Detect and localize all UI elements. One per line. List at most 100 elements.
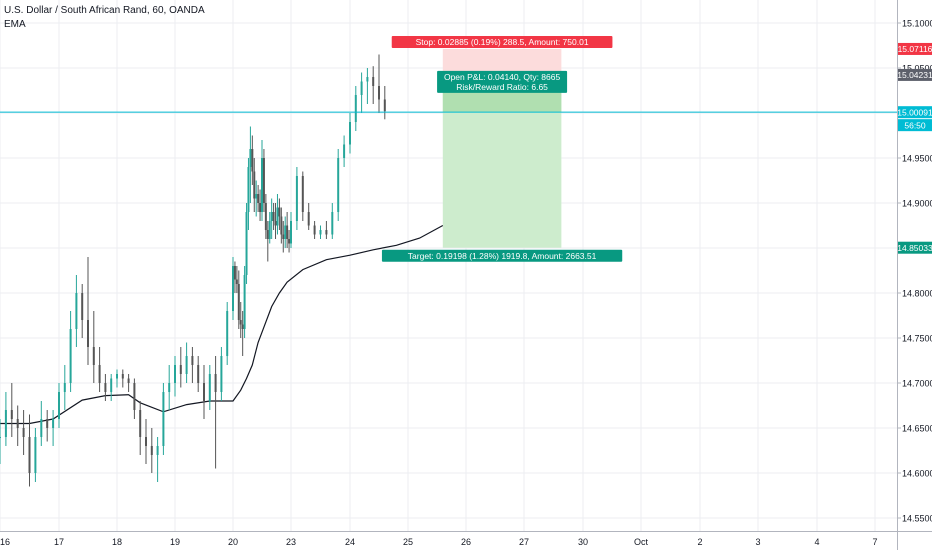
candle-body xyxy=(282,234,285,239)
candle xyxy=(331,203,334,239)
target-label[interactable]: Target: 0.19198 (1.28%) 1919.8, Amount: … xyxy=(381,249,623,262)
candle xyxy=(4,392,7,446)
candle-body xyxy=(239,320,242,325)
price-label-stop[interactable]: 15.07116 xyxy=(898,42,932,55)
candle xyxy=(378,54,380,113)
candle-body xyxy=(307,212,310,226)
candle-body xyxy=(280,216,283,235)
candle xyxy=(0,419,1,464)
price-label-bg xyxy=(898,68,932,81)
candle xyxy=(261,140,263,221)
target-label-text: Target: 0.19198 (1.28%) 1919.8, Amount: … xyxy=(408,251,597,261)
candle xyxy=(349,113,351,154)
candle-body xyxy=(349,122,351,145)
candle xyxy=(278,198,281,230)
candle-body xyxy=(288,239,291,244)
candle xyxy=(307,203,310,230)
candle xyxy=(264,194,267,239)
candle-body xyxy=(233,266,236,280)
candle-body xyxy=(168,383,171,392)
candle-body xyxy=(235,279,238,284)
candle xyxy=(116,369,118,388)
candle xyxy=(133,378,136,419)
candle xyxy=(241,311,244,356)
candle-body xyxy=(272,212,275,221)
candle xyxy=(366,68,369,104)
price-label-countdown[interactable]: 56:50 xyxy=(898,119,932,132)
candle xyxy=(319,225,322,239)
candle xyxy=(197,356,200,392)
stop-label-text: Stop: 0.02885 (0.19%) 288.5, Amount: 750… xyxy=(416,37,589,47)
candle xyxy=(243,266,246,338)
candle xyxy=(34,428,37,482)
candle xyxy=(239,302,242,338)
x-tick-label: 30 xyxy=(578,537,588,547)
candle xyxy=(276,194,279,235)
y-tick-label: 14.70000 xyxy=(902,379,932,389)
stop-label[interactable]: Stop: 0.02885 (0.19%) 288.5, Amount: 750… xyxy=(391,35,613,48)
candle-body xyxy=(185,356,188,374)
labels-layer: Stop: 0.02885 (0.19%) 288.5, Amount: 750… xyxy=(381,35,932,262)
x-tick-label: 27 xyxy=(519,537,529,547)
candle-body xyxy=(127,378,130,383)
candle-body xyxy=(58,392,60,419)
open-pnl-label[interactable]: Open P&L: 0.04140, Qty: 8665Risk/Reward … xyxy=(437,70,568,93)
candle xyxy=(245,203,248,284)
candle xyxy=(295,167,298,230)
price-label-target[interactable]: 14.85033 xyxy=(897,241,932,254)
x-tick-label: Oct xyxy=(634,537,649,547)
candle-body xyxy=(255,194,258,199)
candle xyxy=(150,428,153,473)
candle xyxy=(104,374,107,401)
candle-body xyxy=(156,446,159,455)
candle-body xyxy=(266,230,269,239)
candle xyxy=(251,135,254,185)
candle xyxy=(174,356,176,397)
open-pnl-label-text: Open P&L: 0.04140, Qty: 8665 xyxy=(444,72,561,82)
candle xyxy=(272,203,275,230)
candle-body xyxy=(40,419,43,437)
y-tick-label: 14.60000 xyxy=(902,469,932,479)
candle xyxy=(40,401,43,446)
ema-line xyxy=(0,224,444,425)
candle-body xyxy=(276,207,279,226)
candle-body xyxy=(110,378,113,392)
grid-layer xyxy=(0,0,897,531)
price-label-entry[interactable]: 15.04231 xyxy=(897,68,932,81)
position-zones xyxy=(442,48,562,248)
chart-title: U.S. Dollar / South African Rand, 60, OA… xyxy=(4,5,205,16)
candle xyxy=(69,311,72,392)
candle-body xyxy=(179,365,182,374)
candle-body xyxy=(241,324,244,329)
candle-body xyxy=(343,144,346,158)
candle-body xyxy=(220,356,223,392)
y-tick-label: 14.95000 xyxy=(902,154,932,164)
ema-legend-label[interactable]: EMA xyxy=(4,19,26,30)
price-label-text: 15.00091 xyxy=(897,107,932,117)
candle-body xyxy=(243,275,246,329)
candle xyxy=(121,369,124,388)
candle xyxy=(226,302,229,365)
candles-layer xyxy=(0,54,386,487)
x-tick-label: 18 xyxy=(112,537,122,547)
candle xyxy=(268,212,271,244)
candle-body xyxy=(203,383,205,401)
price-label-current[interactable]: 15.00091 xyxy=(897,106,932,119)
candle xyxy=(372,66,375,104)
candle-body xyxy=(46,419,49,428)
y-tick-label: 14.90000 xyxy=(902,199,932,209)
stop-loss-zone[interactable] xyxy=(442,48,562,75)
candle xyxy=(127,374,130,392)
x-tick-label: 26 xyxy=(461,537,471,547)
candle-body xyxy=(253,171,256,199)
open-pnl-label-text: Risk/Reward Ratio: 6.65 xyxy=(456,82,548,92)
candle xyxy=(262,149,265,212)
candle-body xyxy=(286,225,289,239)
candle-body xyxy=(4,410,7,437)
candle xyxy=(63,365,66,410)
candle xyxy=(16,405,19,446)
x-tick-label: 3 xyxy=(755,537,760,547)
candle-body xyxy=(278,207,281,217)
